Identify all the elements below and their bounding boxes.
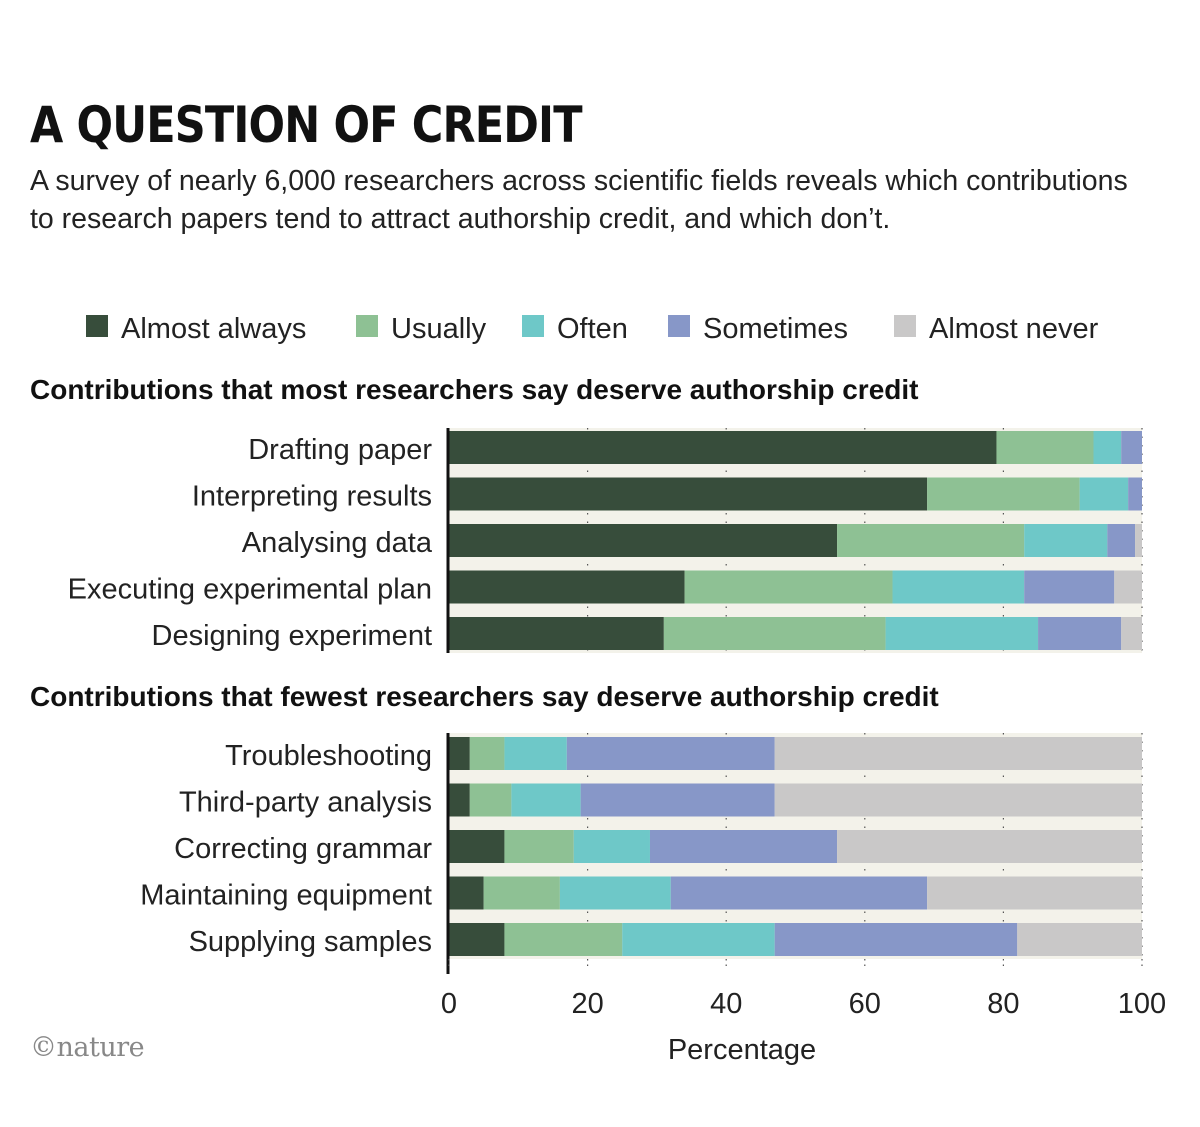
bar-third-party-analysis-usually <box>469 783 512 817</box>
category-label-correcting-grammar: Correcting grammar <box>174 833 432 865</box>
legend: Almost always Usually Often Sometimes Almost… <box>86 313 1099 345</box>
bar-supplying-samples-sometimes <box>774 923 1018 956</box>
legend-swatch-sometimes <box>668 315 690 337</box>
bar-designing-experiment-almost-always <box>449 617 664 650</box>
bar-troubleshooting-usually <box>469 737 505 770</box>
nature-logo: ©nature <box>30 1032 145 1063</box>
bar-designing-experiment-sometimes <box>1038 617 1122 650</box>
legend-label-almost-never: Almost never <box>929 313 1099 345</box>
bar-interpreting-results-sometimes <box>1128 477 1142 511</box>
bar-maintaining-equipment-usually <box>483 876 560 910</box>
legend-label-sometimes: Sometimes <box>703 313 848 345</box>
legend-swatch-often <box>522 315 544 337</box>
bar-correcting-grammar-almost-never <box>837 830 1142 863</box>
bar-troubleshooting-sometimes <box>566 737 775 770</box>
bar-maintaining-equipment-often <box>559 876 671 910</box>
bar-troubleshooting-almost-never <box>774 737 1142 770</box>
bar-interpreting-results-often <box>1079 477 1129 511</box>
x-axis: 0 20 40 60 80 100 Percentage <box>441 959 1166 1066</box>
category-label-drafting-paper: Drafting paper <box>248 434 432 466</box>
category-label-executing-experimental-plan: Executing experimental plan <box>68 574 432 606</box>
bar-analysing-data-almost-always <box>449 524 838 557</box>
bar-interpreting-results-almost-always <box>449 477 928 511</box>
x-tick-label-40: 40 <box>710 988 742 1020</box>
bar-drafting-paper-almost-always <box>449 431 997 464</box>
x-tick-label-80: 80 <box>987 988 1019 1020</box>
bar-analysing-data-sometimes <box>1107 524 1136 557</box>
bar-analysing-data-often <box>1024 524 1108 557</box>
section-title: Contributions that most researchers say … <box>30 374 918 405</box>
bar-third-party-analysis-sometimes <box>580 783 775 817</box>
bar-analysing-data-almost-never <box>1135 524 1142 557</box>
category-label-interpreting-results: Interpreting results <box>192 481 432 513</box>
bar-maintaining-equipment-sometimes <box>670 876 928 910</box>
category-label-third-party-analysis: Third-party analysis <box>179 787 432 819</box>
category-label-analysing-data: Analysing data <box>242 527 433 559</box>
bar-third-party-analysis-often <box>511 783 581 817</box>
legend-label-often: Often <box>557 313 628 345</box>
bar-correcting-grammar-almost-always <box>449 830 505 863</box>
panel-fewest-credit: Contributions that fewest researchers sa… <box>30 681 1143 959</box>
category-label-designing-experiment: Designing experiment <box>152 620 432 652</box>
x-tick-label-100: 100 <box>1118 988 1166 1020</box>
bar-executing-experimental-plan-often <box>892 570 1025 604</box>
x-tick-label-20: 20 <box>571 988 603 1020</box>
category-label-maintaining-equipment: Maintaining equipment <box>140 880 432 912</box>
bar-drafting-paper-often <box>1093 431 1122 464</box>
bar-designing-experiment-often <box>885 617 1039 650</box>
legend-swatch-almost-always <box>86 315 108 337</box>
bar-maintaining-equipment-almost-never <box>927 876 1142 910</box>
panel-most-credit: Contributions that most researchers say … <box>30 374 1143 653</box>
bar-drafting-paper-usually <box>996 431 1094 464</box>
chart-title: A QUESTION OF CREDIT <box>30 96 583 154</box>
bar-maintaining-equipment-almost-always <box>449 876 484 910</box>
x-tick-label-0: 0 <box>441 988 457 1020</box>
bar-designing-experiment-usually <box>663 617 886 650</box>
bar-executing-experimental-plan-sometimes <box>1024 570 1115 604</box>
x-axis-title: Percentage <box>668 1034 816 1066</box>
bar-third-party-analysis-almost-never <box>774 783 1142 817</box>
bar-executing-experimental-plan-usually <box>684 570 893 604</box>
bar-troubleshooting-almost-always <box>449 737 470 770</box>
bar-correcting-grammar-often <box>573 830 650 863</box>
bar-executing-experimental-plan-almost-never <box>1114 570 1142 604</box>
bar-correcting-grammar-usually <box>504 830 574 863</box>
category-label-troubleshooting: Troubleshooting <box>225 740 432 772</box>
bar-third-party-analysis-almost-always <box>449 783 470 817</box>
bar-supplying-samples-often <box>622 923 775 956</box>
section-title: Contributions that fewest researchers sa… <box>30 681 939 712</box>
legend-label-almost-always: Almost always <box>121 313 306 345</box>
bar-interpreting-results-usually <box>927 477 1080 511</box>
bar-analysing-data-usually <box>837 524 1025 557</box>
bar-drafting-paper-sometimes <box>1121 431 1142 464</box>
bar-troubleshooting-often <box>504 737 567 770</box>
legend-swatch-usually <box>356 315 378 337</box>
category-label-supplying-samples: Supplying samples <box>189 926 432 958</box>
bar-supplying-samples-almost-always <box>449 923 505 956</box>
legend-label-usually: Usually <box>391 313 487 345</box>
bar-supplying-samples-almost-never <box>1017 923 1142 956</box>
bar-correcting-grammar-sometimes <box>649 830 838 863</box>
bar-supplying-samples-usually <box>504 923 623 956</box>
bar-designing-experiment-almost-never <box>1121 617 1142 650</box>
chart-subtitle: A survey of nearly 6,000 researchers acr… <box>30 165 1128 235</box>
legend-swatch-almost-never <box>894 315 916 337</box>
x-tick-label-60: 60 <box>849 988 881 1020</box>
bar-executing-experimental-plan-almost-always <box>449 570 685 604</box>
